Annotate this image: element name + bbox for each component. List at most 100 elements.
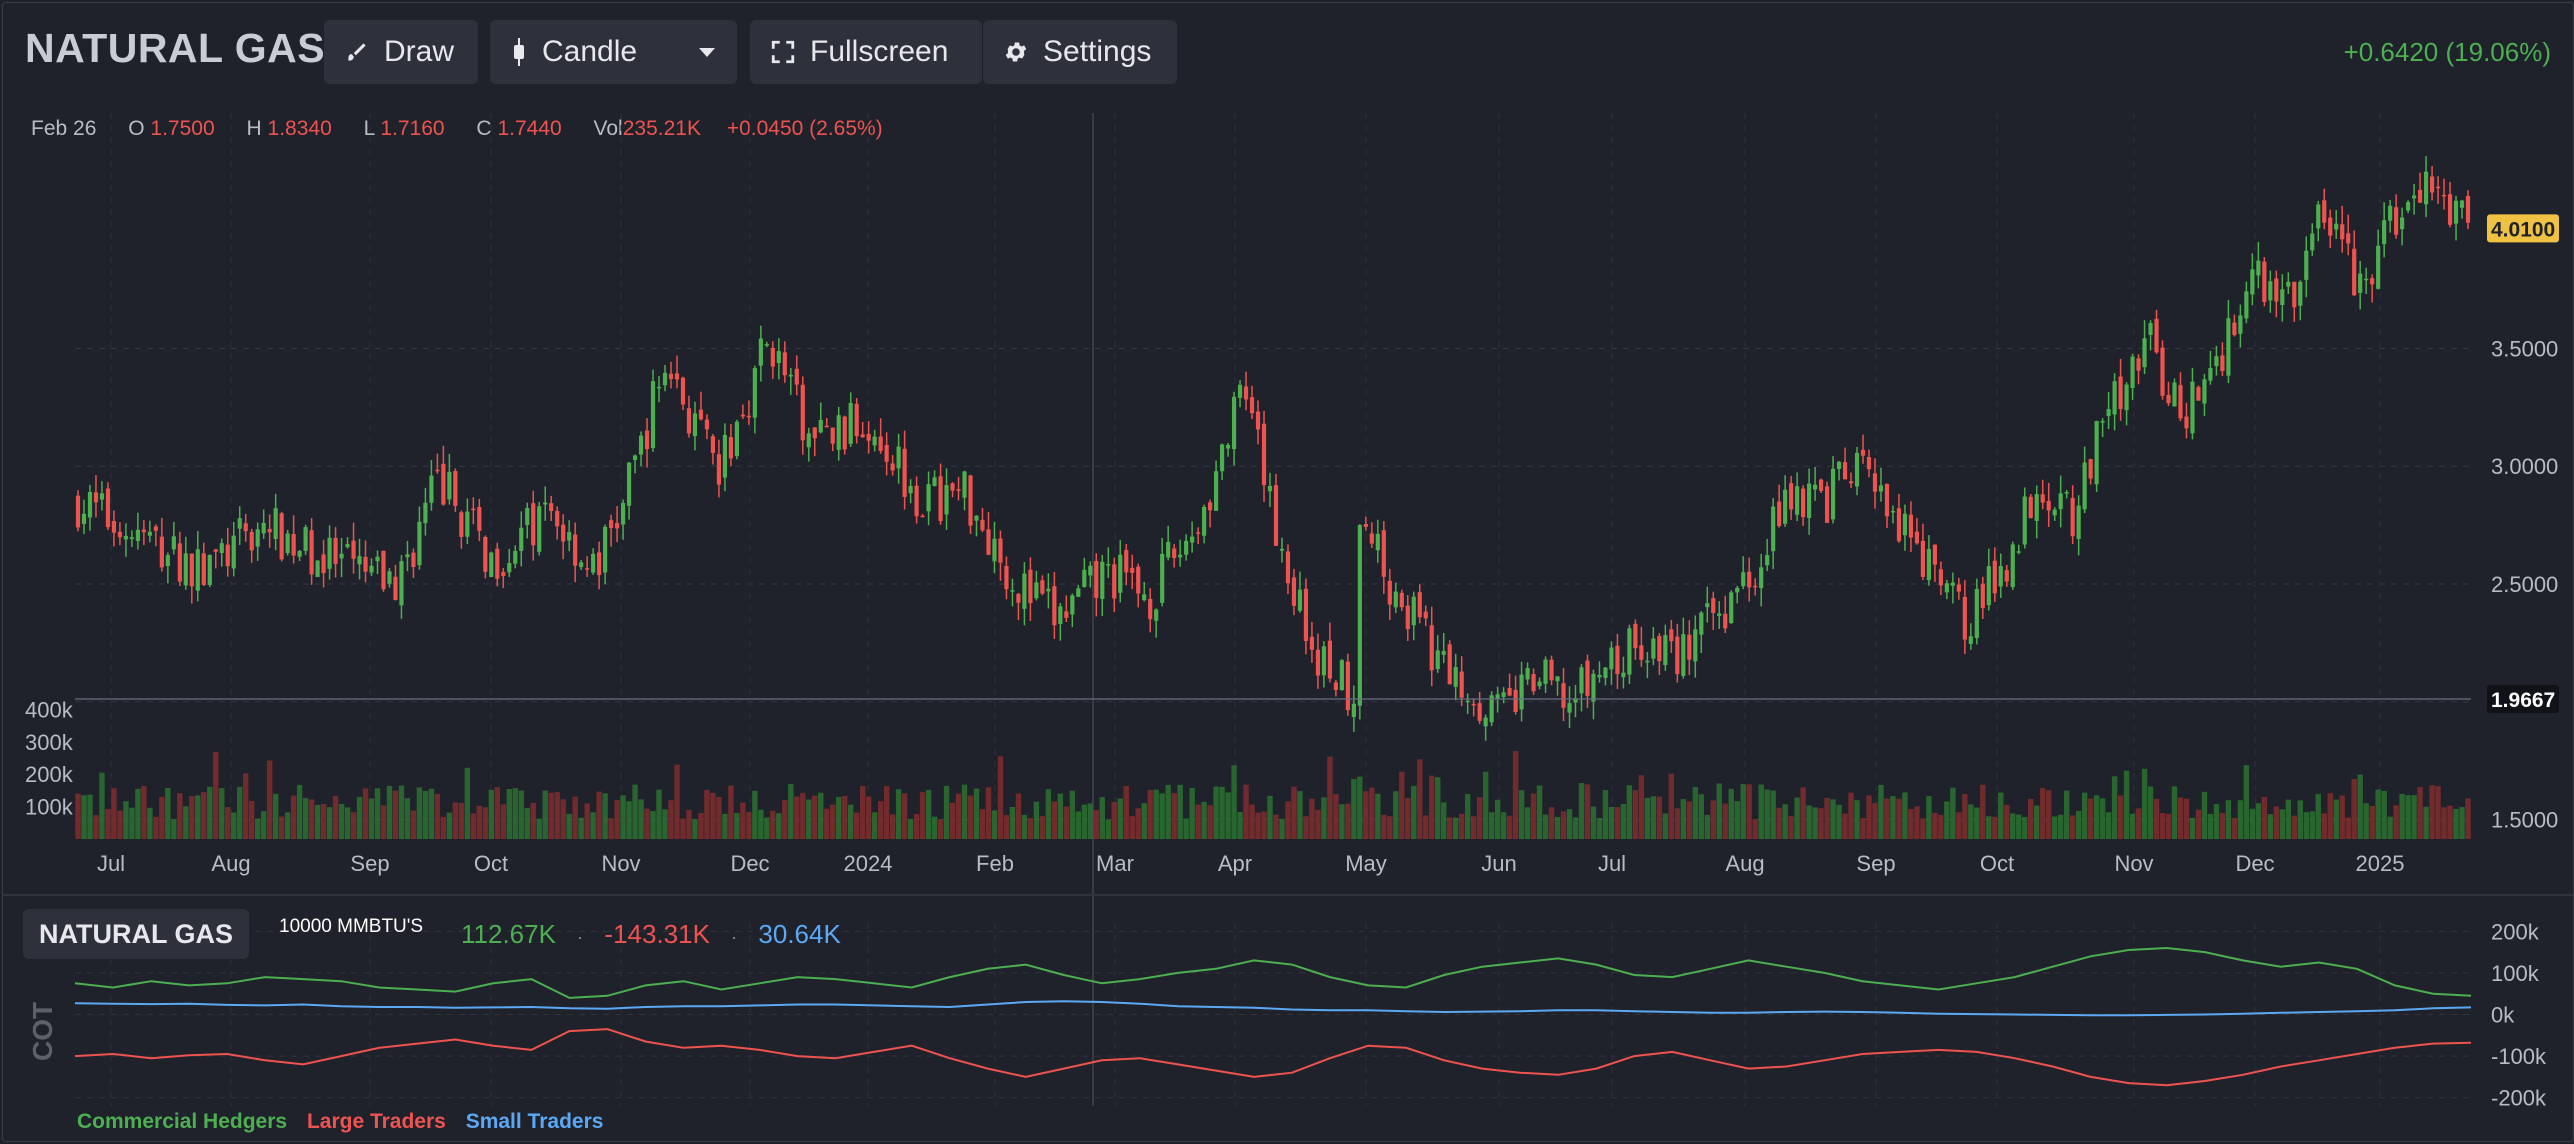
volume-bar: [1387, 816, 1393, 839]
volume-bar: [356, 796, 363, 839]
candle-body: [1675, 636, 1680, 675]
volume-bar: [1878, 784, 1884, 839]
volume-bar: [853, 812, 860, 839]
candle-body: [537, 506, 542, 552]
candle-body: [2310, 233, 2315, 251]
candle-body: [2465, 195, 2471, 223]
legend-small[interactable]: Small Traders: [465, 1110, 604, 1133]
candle-body: [1208, 502, 1213, 511]
candle-body: [1597, 674, 1602, 678]
volume-bar: [452, 802, 459, 839]
candle-body: [501, 571, 506, 576]
candle-body: [746, 415, 751, 418]
time-tick-label: Jul: [1598, 851, 1626, 876]
candle-body: [620, 503, 626, 525]
candle-body: [2417, 189, 2423, 203]
candle-body: [477, 507, 482, 531]
volume-bar: [566, 813, 572, 839]
volume-bar: [662, 809, 668, 839]
ohlc-low-label: L: [363, 117, 375, 140]
volume-bar: [1518, 790, 1525, 839]
candle-body: [1190, 536, 1195, 543]
volume-bar: [1291, 786, 1297, 839]
volume-bar: [2369, 805, 2375, 839]
candle-body: [1795, 486, 1800, 515]
volume-bar: [1848, 792, 1854, 839]
candle-body: [2082, 462, 2087, 510]
volume-bar: [476, 805, 483, 839]
candle-body: [507, 563, 512, 573]
volume-bar: [842, 795, 848, 839]
cot-tick-label: -100k: [2491, 1044, 2547, 1069]
candle-body: [1483, 717, 1488, 727]
candle-body: [2400, 217, 2405, 230]
volume-bar: [1111, 802, 1117, 839]
volume-bar: [1237, 812, 1243, 839]
candle-body: [1866, 457, 1872, 470]
volume-bar: [2213, 804, 2220, 839]
volume-bar: [620, 795, 626, 839]
candle-body: [2070, 497, 2075, 537]
volume-bar: [1818, 808, 1824, 839]
cot-side-label: COT: [27, 1001, 58, 1061]
candle-body: [698, 409, 704, 420]
volume-bar: [231, 812, 237, 839]
candle-body: [1609, 647, 1614, 670]
candle-body: [2388, 205, 2393, 221]
legend-large[interactable]: Large Traders: [306, 1110, 446, 1133]
candle-body: [2112, 381, 2117, 415]
candle-body: [597, 552, 602, 576]
candle-body: [1243, 386, 1249, 400]
volume-bar: [1944, 801, 1950, 839]
volume-bar: [1506, 815, 1513, 839]
volume-bar: [979, 809, 986, 839]
volume-bar: [1908, 809, 1914, 839]
legend-commercial[interactable]: Commercial Hedgers: [77, 1110, 288, 1133]
volume-bar: [2219, 812, 2226, 839]
volume-bar: [1051, 801, 1058, 839]
draw-button[interactable]: Draw: [324, 20, 478, 84]
candle-body: [2058, 493, 2063, 510]
candle-body: [1178, 554, 1183, 558]
volume-bar: [907, 819, 914, 839]
volume-bar: [1411, 785, 1417, 839]
volume-bar: [788, 783, 794, 839]
volume-bar: [1015, 793, 1022, 839]
candle-body: [1225, 444, 1231, 449]
candle-body: [1848, 481, 1854, 484]
chart-type-label: Candle: [542, 35, 638, 68]
candle-body: [1998, 566, 2003, 587]
candle-body: [1705, 603, 1710, 608]
volume-bar: [350, 812, 357, 839]
volume-bar: [1339, 804, 1345, 839]
volume-bar: [2303, 812, 2309, 839]
candle-body: [2016, 551, 2021, 553]
volume-bar: [1950, 787, 1956, 839]
volume-bar: [2327, 793, 2333, 839]
candle-body: [638, 435, 644, 455]
volume-bar: [1099, 797, 1105, 839]
volume-bar: [2351, 778, 2357, 839]
ohlc-high: 1.8340: [267, 117, 332, 140]
volume-bar: [1482, 771, 1489, 839]
chart-type-dropdown[interactable]: Candle: [490, 20, 737, 84]
candle-body: [1854, 452, 1860, 487]
volume-bar: [1866, 795, 1872, 839]
settings-button[interactable]: Settings: [983, 20, 1177, 84]
candle-body: [405, 554, 410, 558]
candle-body: [1812, 484, 1818, 490]
volume-bar: [129, 807, 135, 839]
volume-bar: [674, 764, 680, 839]
candle-body: [824, 425, 829, 428]
candle-body: [914, 485, 919, 517]
volume-bar: [1213, 786, 1219, 839]
candle-body: [1166, 541, 1171, 558]
fullscreen-button[interactable]: Fullscreen: [750, 20, 982, 84]
chart-canvas[interactable]: 3.5000 3.0000 2.5000 1.5000 4.0100 1.9667 400k…: [3, 3, 2573, 1141]
volume-bar: [177, 793, 183, 839]
volume-bar: [2165, 813, 2172, 839]
cot-separator: ·: [577, 927, 584, 947]
candle-body: [2154, 318, 2159, 353]
candle-body: [1106, 564, 1111, 566]
volume-bars: [75, 751, 2471, 839]
